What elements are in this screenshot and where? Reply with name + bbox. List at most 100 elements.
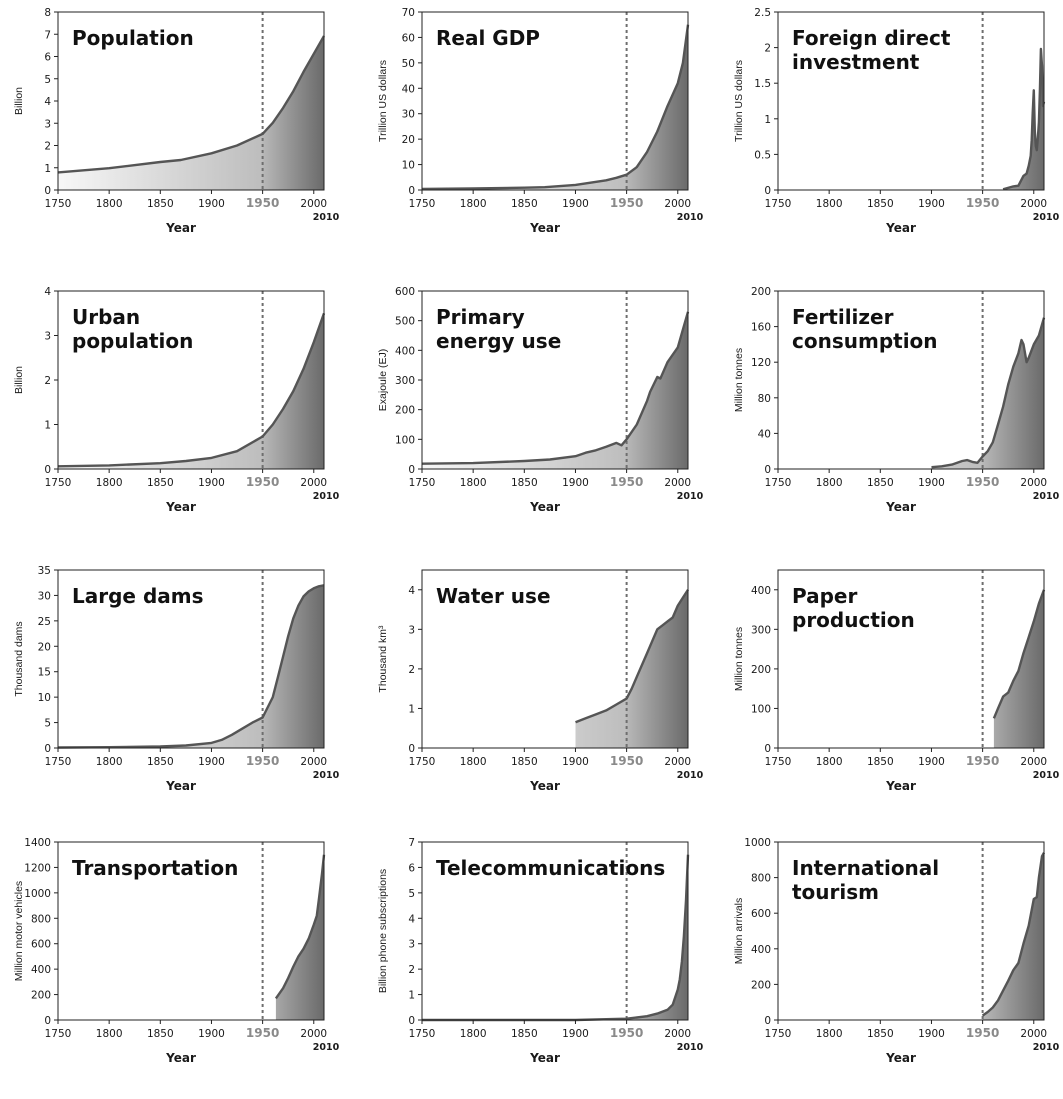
- x-tick-label: 2000: [300, 756, 327, 768]
- plot-frame: [421, 11, 689, 191]
- x-axis-label: Year: [885, 779, 916, 793]
- chart-svg: 0 40 80 120 160 200 1750 1800 1850 1900 1950 2000 20…: [733, 286, 1060, 514]
- chart-svg: 0 10 20 30 40 50 60 70 1750 1800 1850 1900 1950 2000 2…: [377, 7, 704, 235]
- x-axis-label: Year: [165, 779, 196, 793]
- chart-panel: 0 100 200 300 400 500 600 1750 1800 1850 1900 1950 2…: [364, 279, 718, 548]
- y-tick-label: 2: [44, 141, 51, 153]
- chart-title: tourism: [792, 880, 879, 904]
- chart-panel: 0 1 2 3 4 5 6 7 1750 1800 1850 1900 1950 2000 2010 Year…: [364, 830, 718, 1099]
- area-fill: [982, 852, 1044, 1020]
- y-tick-label: 1: [44, 420, 51, 432]
- y-tick-label: 7: [408, 837, 415, 849]
- chart-title: Primary: [436, 305, 525, 329]
- series-line: [57, 312, 326, 468]
- x-tick-label: 2000: [1020, 1028, 1047, 1040]
- plot-frame: [57, 569, 325, 749]
- x-tick-label: 1750: [409, 477, 436, 489]
- y-tick-label: 0: [408, 185, 415, 197]
- chart-title: Population: [72, 26, 194, 50]
- x-tick-label: 1900: [198, 1028, 225, 1040]
- series-line: [421, 24, 690, 191]
- x-axis-label: Year: [529, 221, 560, 235]
- x-tick-label-highlight: 1950: [610, 1026, 643, 1040]
- y-tick-label: 1200: [24, 862, 51, 874]
- y-tick-label: 0: [408, 464, 415, 476]
- chart-svg: 0 5 10 15 20 25 30 35 1750 1800 1850 1900 1950 2000 20…: [13, 565, 340, 793]
- chart-title: Transportation: [72, 856, 238, 880]
- chart-title: investment: [792, 50, 920, 74]
- y-tick-label: 200: [31, 990, 51, 1002]
- x-end-label: 2010: [313, 491, 340, 502]
- y-tick-label: 0: [44, 185, 51, 197]
- y-tick-label: 30: [402, 109, 415, 121]
- x-tick-label: 1900: [562, 756, 589, 768]
- series-line: [57, 584, 325, 749]
- chart-svg: 0 0.5 1 1.5 2 2.5 1750 1800 1850 1900 1950 2000 2010…: [733, 7, 1060, 235]
- area-fill: [275, 854, 324, 1020]
- x-axis-label: Year: [529, 1051, 560, 1065]
- area-fill: [422, 24, 688, 191]
- y-tick-label: 500: [395, 316, 415, 328]
- x-tick-label: 1900: [562, 198, 589, 210]
- x-tick-label: 1800: [96, 1028, 123, 1040]
- chart-title: International: [792, 856, 939, 880]
- y-tick-label: 120: [751, 357, 771, 369]
- y-tick-label: 100: [395, 434, 415, 446]
- chart-title: Water use: [436, 584, 551, 608]
- x-tick-label: 2000: [1020, 477, 1047, 489]
- x-tick-label: 1900: [562, 477, 589, 489]
- series-line: [931, 317, 1046, 469]
- series-line: [421, 311, 690, 465]
- x-end-label: 2010: [313, 1042, 340, 1053]
- x-tick-label: 1800: [816, 756, 843, 768]
- series-line: [981, 852, 1046, 1017]
- x-end-label: 2010: [677, 1042, 704, 1053]
- x-tick-label: 1900: [198, 756, 225, 768]
- y-axis-label: Trillion US dollars: [733, 60, 745, 142]
- y-tick-label: 3: [408, 624, 415, 636]
- y-tick-label: 5: [44, 74, 51, 86]
- chart-panel: 0 10 20 30 40 50 60 70 1750 1800 1850 1900 1950 2000 2…: [364, 0, 718, 269]
- y-tick-label: 2: [408, 664, 415, 676]
- y-tick-label: 30: [38, 590, 51, 602]
- x-tick-label: 2000: [1020, 198, 1047, 210]
- y-tick-label: 0: [764, 185, 771, 197]
- x-tick-label: 1800: [96, 477, 123, 489]
- x-tick-label: 1800: [460, 477, 487, 489]
- y-axis-label: Trillion US dollars: [377, 60, 389, 142]
- chart-title: population: [72, 329, 193, 353]
- y-tick-label: 4: [44, 286, 51, 298]
- y-tick-label: 60: [402, 32, 415, 44]
- y-tick-label: 0: [44, 1015, 51, 1027]
- chart-svg: 0 1 2 3 4 1750 1800 1850 1900 1950 2000 2010 Year Bil…: [13, 286, 340, 514]
- x-tick-label: 2000: [300, 1028, 327, 1040]
- y-tick-label: 1.5: [754, 78, 771, 90]
- chart-svg: 0 100 200 300 400 1750 1800 1850 1900 1950 2000 201…: [733, 569, 1060, 793]
- x-end-label: 2010: [313, 212, 340, 223]
- y-tick-label: 70: [402, 7, 415, 19]
- x-tick-label: 1750: [765, 198, 792, 210]
- x-tick-label: 2000: [300, 477, 327, 489]
- x-tick-label: 1800: [460, 198, 487, 210]
- chart-title: Paper: [792, 584, 857, 608]
- y-tick-label: 1400: [24, 837, 51, 849]
- x-tick-label: 1900: [198, 198, 225, 210]
- y-tick-label: 400: [751, 944, 771, 956]
- x-tick-label: 1750: [45, 1028, 72, 1040]
- x-end-label: 2010: [1033, 770, 1060, 781]
- x-tick-label: 1850: [867, 1028, 894, 1040]
- y-axis-label: Million tonnes: [733, 348, 745, 412]
- x-axis-label: Year: [165, 1051, 196, 1065]
- y-tick-label: 0: [764, 743, 771, 755]
- chart-title: Foreign direct: [792, 26, 951, 50]
- y-axis-label: Exajoule (EJ): [377, 349, 389, 411]
- y-tick-label: 20: [402, 134, 415, 146]
- y-tick-label: 35: [38, 565, 51, 577]
- chart-panel: 0 200 400 600 800 1000 1750 1800 1850 1900 1950 200…: [720, 830, 1063, 1099]
- y-axis-label: Million motor vehicles: [13, 881, 25, 981]
- y-tick-label: 3: [44, 118, 51, 130]
- area-fill: [931, 317, 1044, 469]
- x-tick-label-highlight: 1950: [610, 754, 643, 768]
- y-tick-label: 400: [395, 345, 415, 357]
- x-tick-label: 1850: [511, 1028, 538, 1040]
